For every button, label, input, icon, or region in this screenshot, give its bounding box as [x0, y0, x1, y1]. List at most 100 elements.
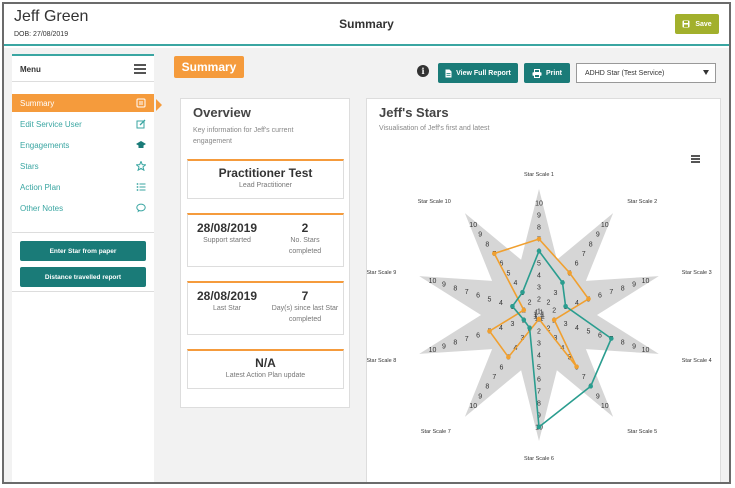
scale-tick-label: 2: [552, 308, 556, 315]
series-point: [506, 354, 511, 360]
support-started-label: Support started: [203, 237, 251, 244]
last-star-label: Last Star: [212, 305, 241, 312]
action-plan-card: N/A Latest Action Plan update: [187, 349, 344, 389]
document-icon: [445, 69, 452, 77]
support-card: 28/08/2019 Support started 2 No. Stars c…: [187, 213, 344, 267]
hamburger-icon[interactable]: [134, 64, 146, 74]
overview-title: Overview: [193, 105, 251, 120]
scale-tick-label: 6: [537, 377, 541, 384]
series-point: [520, 290, 525, 295]
axis-label: Star Scale 3: [682, 270, 712, 276]
scale-tick-label: 10: [642, 347, 650, 354]
days-since-count: 7: [301, 289, 309, 303]
chevron-down-icon: [703, 70, 709, 75]
scale-tick-label: 9: [442, 343, 446, 350]
info-icon[interactable]: i: [417, 65, 429, 77]
series-point: [567, 270, 572, 276]
stars-panel: Jeff's Stars Visualisation of Jeff's fir…: [366, 98, 721, 482]
scale-tick-label: 9: [632, 282, 636, 289]
scale-tick-label: 8: [621, 285, 625, 292]
scale-tick-label: 9: [596, 393, 600, 400]
series-point: [586, 296, 591, 302]
scale-tick-label: 6: [476, 293, 480, 300]
axis-label: Star Scale 7: [421, 429, 451, 435]
series-point: [536, 248, 542, 254]
scale-tick-label: 7: [582, 251, 586, 258]
scale-tick-label: 1: [533, 314, 537, 321]
scale-tick-label: 10: [601, 403, 609, 410]
practitioner-card: Practitioner Test Lead Practitioner: [187, 159, 344, 199]
days-since-cell: 7 Day(s) since last Star completed: [266, 289, 344, 325]
scale-tick-label: 9: [596, 232, 600, 239]
scale-tick-label: 6: [499, 364, 503, 371]
axis-label: Star Scale 4: [682, 358, 712, 364]
page-title: Summary: [339, 17, 394, 31]
scale-tick-label: 5: [506, 270, 510, 277]
scale-tick-label: 8: [485, 384, 489, 391]
sidebar-item-label: Stars: [20, 161, 39, 171]
sidebar-item-summary[interactable]: Summary: [12, 94, 154, 112]
last-star-cell: 28/08/2019 Last Star: [188, 289, 266, 314]
scale-tick-label: 1: [541, 314, 545, 321]
scale-tick-label: 1: [535, 309, 539, 316]
practitioner-name: Practitioner Test: [218, 166, 313, 180]
scale-tick-label: 9: [478, 232, 482, 239]
scale-tick-label: 1: [533, 311, 537, 318]
menu-header: Menu: [12, 56, 154, 82]
last-star-date: 28/08/2019: [196, 289, 258, 303]
scale-tick-label: 4: [537, 273, 541, 280]
edit-icon: [136, 119, 146, 129]
stars-completed-cell: 2 No. Stars completed: [266, 221, 344, 257]
axis-label: Star Scale 5: [627, 429, 657, 435]
axis-label: Star Scale 9: [367, 270, 396, 276]
save-button[interactable]: Save: [675, 14, 719, 34]
print-button[interactable]: Print: [524, 63, 570, 83]
series-point: [609, 336, 614, 341]
scale-tick-label: 8: [485, 241, 489, 248]
scale-tick-label: 6: [575, 261, 579, 268]
scale-tick-label: 1: [539, 309, 543, 316]
service-user-dob: DOB: 27/08/2019: [14, 31, 69, 38]
sidebar-item-stars[interactable]: Stars: [12, 157, 154, 175]
scale-tick-label: 10: [535, 201, 543, 208]
scale-tick-label: 7: [465, 289, 469, 296]
scale-tick-label: 9: [537, 213, 541, 220]
sidebar-item-other-notes[interactable]: Other Notes: [12, 199, 154, 217]
series-point: [551, 317, 557, 323]
support-started-date: 28/08/2019: [196, 221, 258, 235]
sidebar-item-action-plan[interactable]: Action Plan: [12, 178, 154, 196]
enter-star-from-paper-button[interactable]: Enter Star from paper: [20, 241, 146, 261]
scale-tick-label: 7: [465, 336, 469, 343]
sidebar-action-buttons: Enter Star from paper Distance travelled…: [12, 232, 154, 292]
scale-tick-label: 7: [537, 389, 541, 396]
hamburger-icon[interactable]: [691, 155, 700, 163]
scale-tick-label: 9: [537, 413, 541, 420]
last-star-card: 28/08/2019 Last Star 7 Day(s) since last…: [187, 281, 344, 335]
star-select[interactable]: ADHD Star (Test Service): [576, 63, 716, 83]
axis-label: Star Scale 2: [627, 199, 657, 205]
scale-tick-label: 4: [575, 325, 579, 332]
sidebar-item-engagements[interactable]: Engagements: [12, 136, 154, 154]
scale-tick-label: 3: [537, 285, 541, 292]
scale-tick-label: 9: [632, 343, 636, 350]
graduation-cap-icon: [136, 141, 146, 148]
star-background-shape: [419, 189, 659, 441]
scale-tick-label: 5: [488, 296, 492, 303]
scale-tick-label: 1: [539, 316, 543, 323]
star-radar-chart: Star Scale 112345678910Star Scale 212345…: [367, 172, 712, 462]
scale-tick-label: 10: [469, 403, 477, 410]
floppy-disk-icon: [682, 20, 690, 28]
scale-tick-label: 8: [537, 401, 541, 408]
scale-tick-label: 4: [575, 300, 579, 307]
axis-label: Star Scale 8: [367, 358, 396, 364]
view-full-report-button[interactable]: View Full Report: [438, 63, 518, 83]
distance-travelled-report-button[interactable]: Distance travelled report: [20, 267, 146, 287]
save-label: Save: [695, 20, 712, 28]
scale-tick-label: 6: [499, 261, 503, 268]
series-point: [510, 304, 515, 309]
series-point: [492, 251, 497, 256]
scale-tick-label: 1: [541, 311, 545, 318]
scale-tick-label: 8: [453, 340, 457, 347]
sidebar-item-edit-service-user[interactable]: Edit Service User: [12, 115, 154, 133]
action-plan-value: N/A: [255, 356, 276, 370]
